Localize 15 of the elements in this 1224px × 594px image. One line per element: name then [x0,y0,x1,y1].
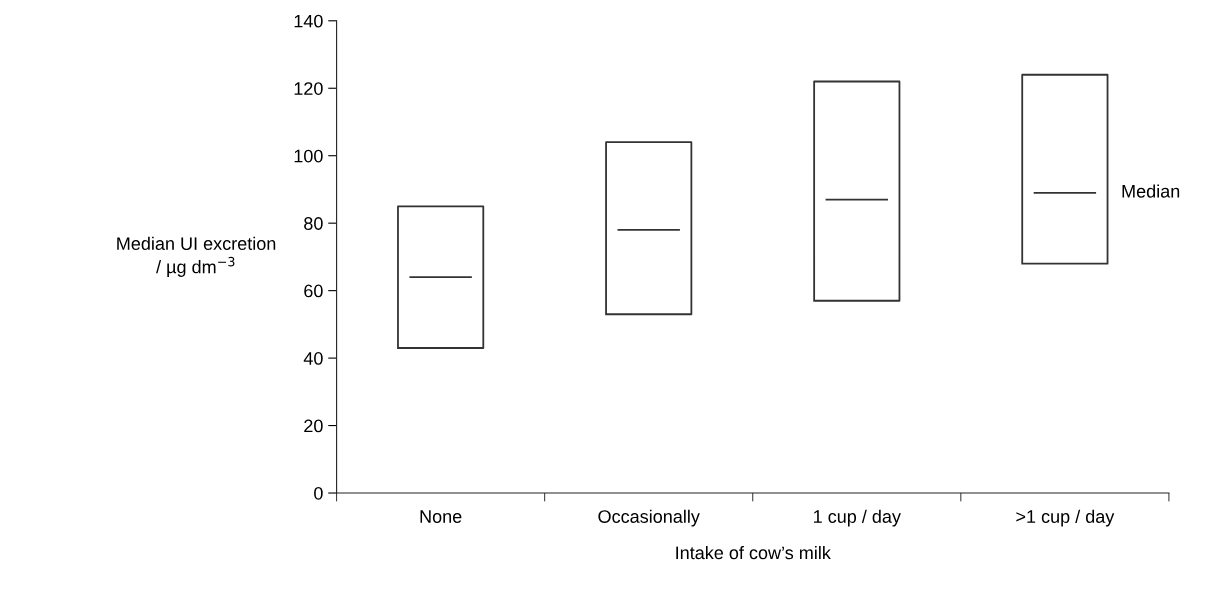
annotation: Median [1122,184,1180,198]
x-axis-title: Intake of cow’s milk [676,545,831,560]
x-tick-label: >1 cup / day [1016,509,1115,527]
y-tick-label: 140 [294,14,323,28]
x-tick-label: None [420,510,462,523]
y-tick-label: 100 [294,149,323,163]
y-axis-title: Median UI excretion / µg dm$^{−3}$ [117,236,276,277]
y-tick-label: 60 [304,284,323,298]
x-tick-label: 1 cup / day [814,509,901,527]
y-tick-label: 40 [303,352,323,365]
y-tick-label: 20 [304,419,323,433]
y-tick-label: 0 [314,486,323,500]
y-tick-label: 80 [304,217,323,230]
y-tick-label: 120 [294,82,323,95]
x-tick-label: Occasionally [598,509,700,527]
